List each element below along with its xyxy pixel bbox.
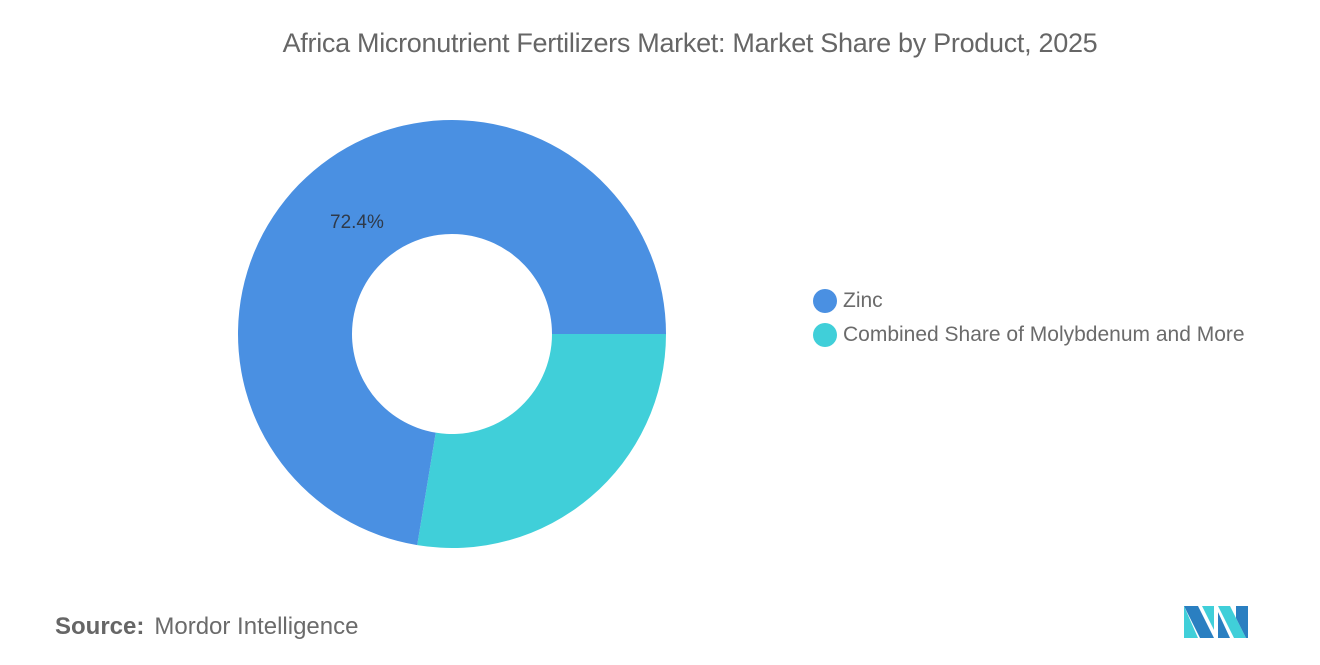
legend-label: Zinc — [843, 289, 883, 312]
slice-label-zinc: 72.4% — [330, 212, 384, 233]
mordor-intelligence-logo-icon — [1184, 606, 1248, 638]
donut-slice-combined[interactable] — [417, 334, 666, 549]
source-value: Mordor Intelligence — [154, 613, 359, 640]
legend-item-combined[interactable]: Combined Share of Molybdenum and More — [813, 318, 1245, 352]
donut-slice-zinc[interactable] — [238, 119, 666, 546]
legend-dot-icon — [813, 289, 837, 313]
legend-dot-icon — [813, 323, 837, 347]
chart-title: Africa Micronutrient Fertilizers Market:… — [282, 28, 1098, 58]
source-note: Source: Mordor Intelligence — [55, 613, 358, 641]
legend: Zinc Combined Share of Molybdenum and Mo… — [813, 284, 1245, 352]
legend-item-zinc[interactable]: Zinc — [813, 284, 1245, 318]
legend-label: Combined Share of Molybdenum and More — [843, 323, 1245, 346]
source-key: Source: — [55, 613, 145, 640]
